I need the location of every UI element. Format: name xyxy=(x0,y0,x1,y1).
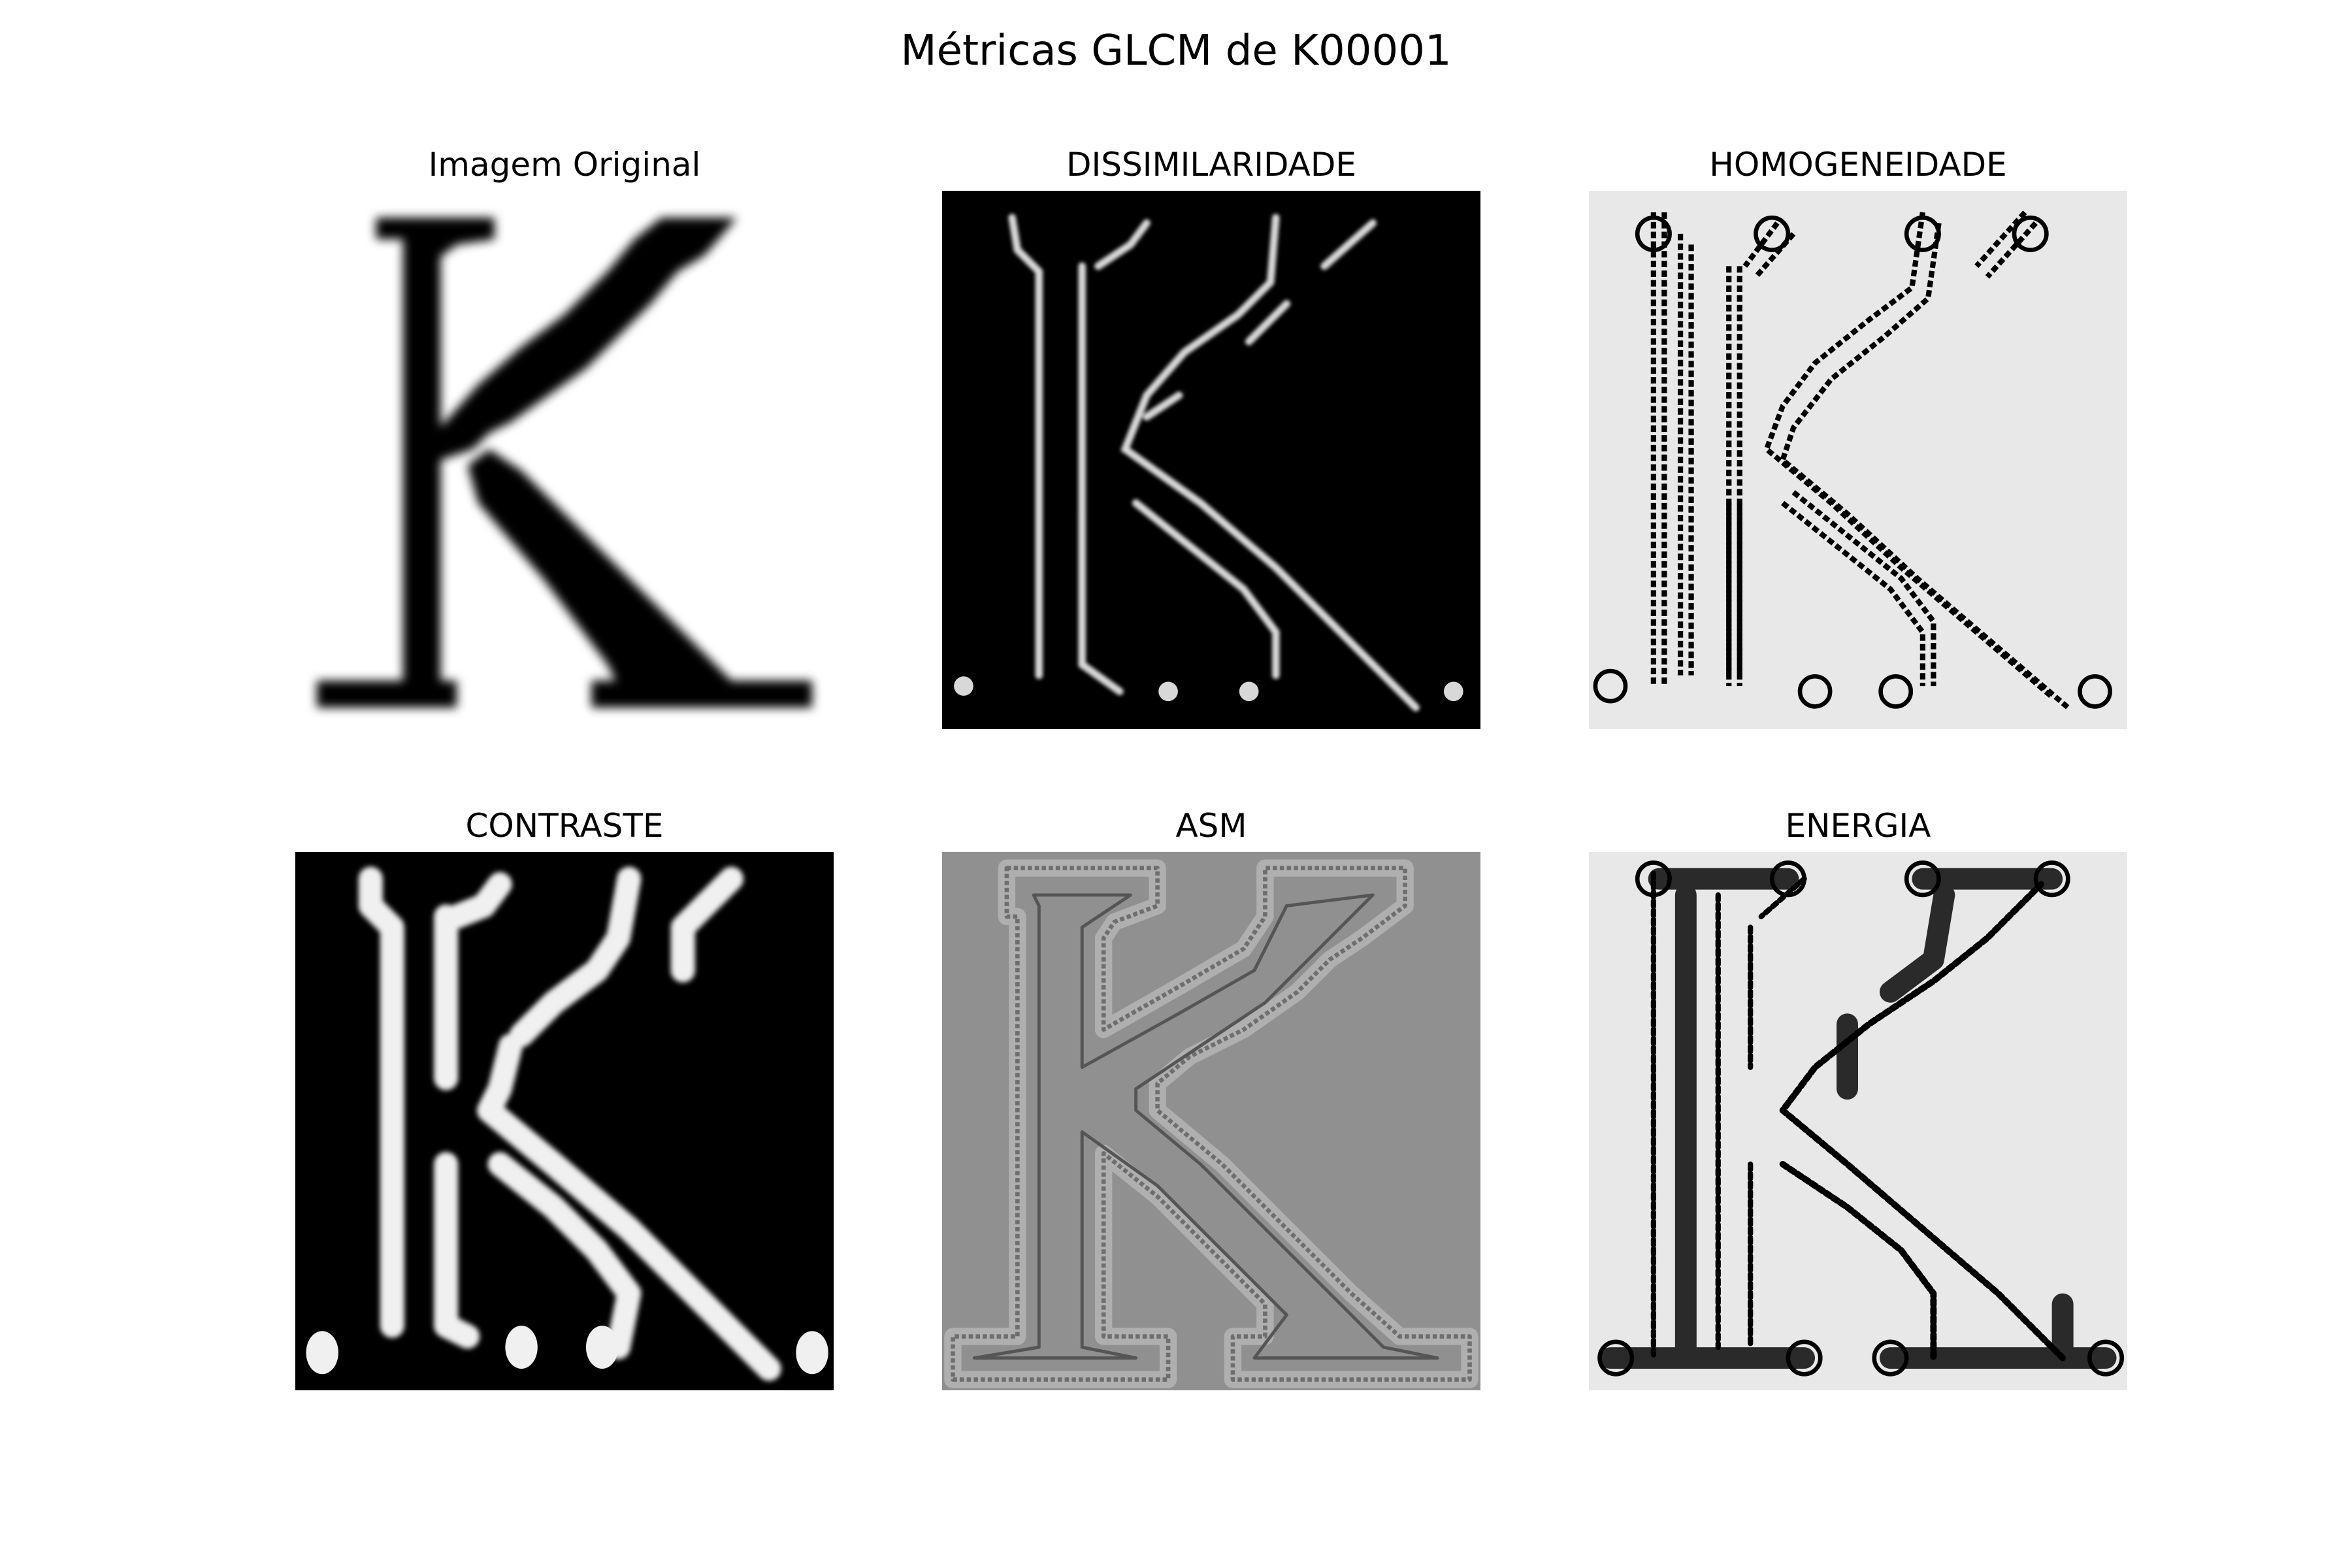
panel-title: DISSIMILARIDADE xyxy=(1066,146,1356,184)
homogeneity-map xyxy=(1589,191,2127,729)
figure-title: Métricas GLCM de K00001 xyxy=(900,27,1452,75)
panel-title: ASM xyxy=(1175,807,1247,845)
panel-title: ENERGIA xyxy=(1785,807,1931,845)
original-k-image xyxy=(295,191,834,729)
dissimilarity-map xyxy=(942,191,1480,729)
asm-map xyxy=(942,852,1480,1390)
contrast-map xyxy=(295,852,834,1390)
panel-title: CONTRASTE xyxy=(465,807,664,845)
panel-title: HOMOGENEIDADE xyxy=(1709,146,2007,184)
panel-title: Imagem Original xyxy=(428,146,701,184)
energy-map xyxy=(1589,852,2127,1390)
